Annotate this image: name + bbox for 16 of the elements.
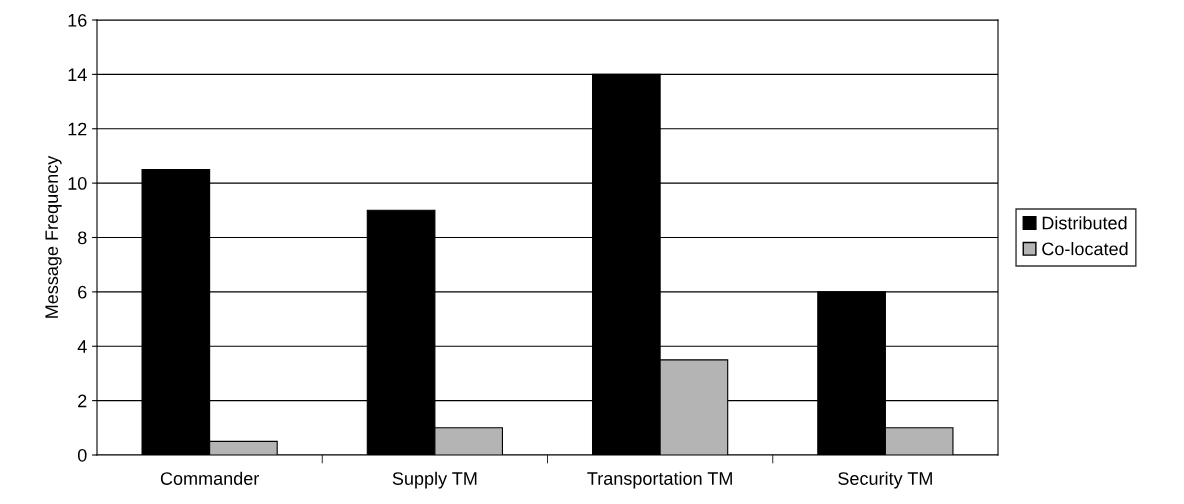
y-tick-label: 2 [78,394,87,408]
y-tick-label: 14 [68,68,87,81]
y-tick-label: 12 [68,122,87,136]
x-tick-label: Security TM [838,471,932,489]
legend-label: Distributed [1042,216,1127,230]
x-tick-label: Commander [160,471,259,485]
y-tick-label: 10 [68,177,87,190]
y-tick-label: 0 [77,448,87,462]
y-tick-label: 6 [78,285,87,299]
y-tick-label: 8 [78,231,87,245]
legend-label: Co-located [1042,242,1128,256]
y-tick-label: 16 [68,13,87,27]
x-tick-label: Supply TM [392,471,477,489]
y-tick-label: 4 [77,340,87,353]
y-axis-title: Message Frequency [45,155,62,318]
x-tick-label: Transportation TM [587,471,732,489]
